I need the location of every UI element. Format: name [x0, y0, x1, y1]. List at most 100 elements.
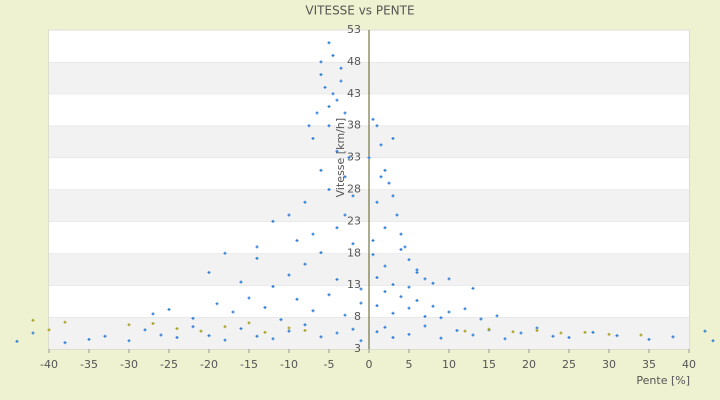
point — [151, 321, 155, 325]
point — [311, 136, 315, 140]
point — [391, 283, 395, 287]
point — [327, 188, 331, 191]
point — [335, 277, 339, 281]
point — [247, 321, 251, 325]
point — [223, 338, 227, 342]
point — [255, 245, 259, 249]
point — [567, 336, 571, 340]
point — [391, 311, 395, 315]
point — [607, 332, 611, 336]
point — [383, 264, 387, 268]
point — [447, 277, 451, 281]
point — [335, 331, 339, 335]
point — [63, 320, 67, 324]
point — [87, 337, 91, 341]
point — [559, 331, 563, 335]
point — [191, 316, 195, 320]
point — [431, 304, 435, 308]
point — [387, 181, 391, 185]
point — [407, 332, 411, 336]
point — [391, 336, 395, 340]
point — [423, 277, 427, 281]
point — [307, 124, 311, 128]
point — [343, 313, 347, 317]
point — [271, 337, 275, 341]
point — [439, 316, 443, 320]
x-tick-label: 10 — [442, 358, 456, 371]
point — [331, 54, 335, 58]
point — [247, 296, 251, 300]
point — [371, 239, 375, 243]
point — [371, 253, 375, 257]
point — [423, 324, 427, 328]
point — [367, 156, 371, 160]
point — [175, 336, 179, 340]
point — [711, 339, 715, 343]
point — [331, 92, 335, 96]
point — [359, 339, 363, 343]
point — [239, 280, 243, 284]
point — [383, 290, 387, 294]
y-tick-label: 3 — [354, 342, 361, 355]
point — [239, 327, 243, 331]
point — [391, 194, 395, 198]
point — [399, 295, 403, 299]
point — [399, 232, 403, 236]
point — [359, 301, 363, 305]
point — [215, 302, 219, 306]
point — [639, 333, 643, 337]
point — [383, 168, 387, 172]
point — [415, 268, 419, 272]
point — [671, 335, 675, 339]
point — [447, 310, 451, 314]
point — [175, 327, 179, 331]
point — [327, 41, 331, 45]
point — [535, 326, 539, 330]
point — [303, 200, 307, 204]
point — [351, 327, 355, 331]
point — [303, 262, 307, 266]
point — [343, 111, 347, 115]
point — [379, 175, 383, 179]
point — [375, 124, 379, 128]
point — [343, 213, 347, 217]
point — [463, 307, 467, 311]
point — [231, 310, 235, 314]
y-tick-label: 23 — [347, 214, 361, 227]
point — [591, 330, 595, 334]
point — [439, 336, 443, 340]
point — [127, 339, 131, 343]
point — [379, 143, 383, 147]
y-tick-label: 13 — [347, 278, 361, 291]
point — [47, 328, 51, 332]
point — [359, 287, 363, 291]
point — [295, 297, 299, 301]
x-tick-label: -15 — [240, 358, 258, 371]
y-tick-label: 43 — [347, 87, 361, 100]
point — [511, 330, 515, 334]
point — [319, 251, 323, 255]
point — [207, 270, 211, 274]
point — [287, 273, 291, 277]
point — [479, 317, 483, 321]
point — [255, 256, 259, 260]
point — [395, 213, 399, 217]
point — [347, 156, 351, 160]
point — [319, 60, 323, 64]
point — [335, 149, 339, 153]
point — [127, 323, 131, 327]
point — [351, 194, 355, 198]
point — [383, 325, 387, 329]
point — [191, 325, 195, 329]
y-tick-label: 48 — [347, 55, 361, 68]
point — [375, 304, 379, 308]
point — [407, 285, 411, 289]
x-tick-label: -20 — [200, 358, 218, 371]
point — [391, 136, 395, 140]
point — [375, 200, 379, 204]
point — [503, 337, 507, 341]
point — [311, 309, 315, 313]
y-tick-label: 33 — [347, 151, 361, 164]
